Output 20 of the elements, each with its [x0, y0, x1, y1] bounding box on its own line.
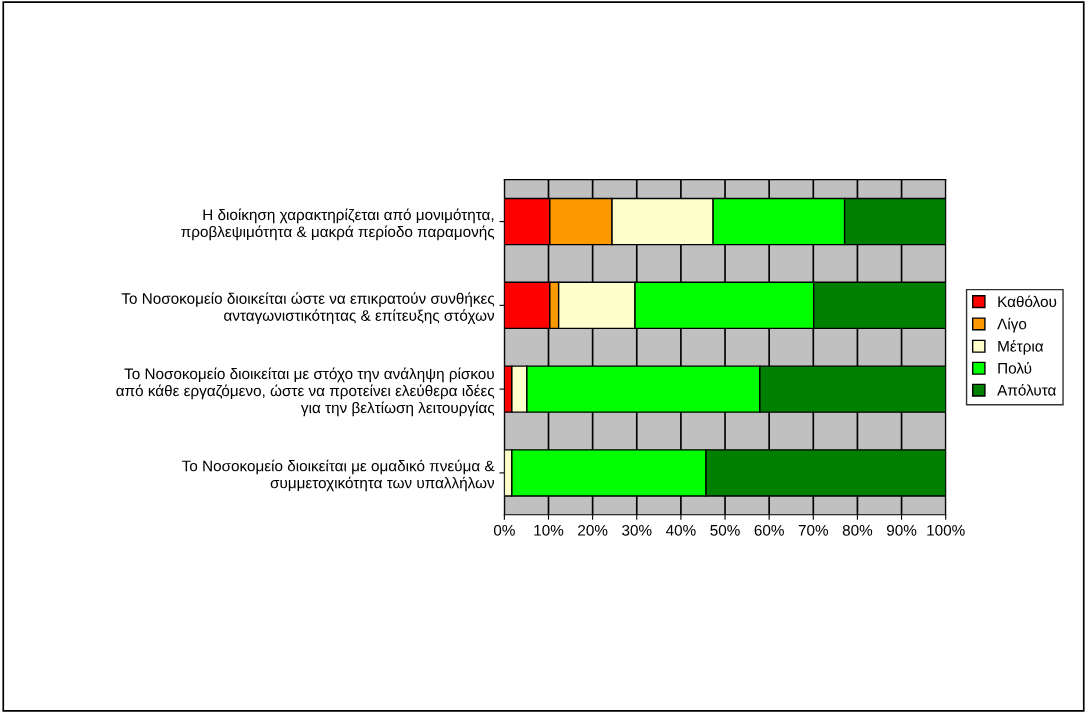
y-tick-label: Το Νοσοκομείο διοικείται ώστε να επικρατούν συνθήκες ανταγωνιστικότητας & επίτευξης στόχων [121, 292, 495, 324]
legend-label: Απόλυτα [997, 383, 1056, 396]
x-tick-label: 90% [886, 524, 917, 536]
x-tick-label: 0% [493, 524, 515, 536]
x-tick-label: 40% [665, 524, 696, 536]
legend-label: Πολύ [998, 362, 1032, 374]
x-tick-label: 70% [798, 524, 829, 536]
legend-label: Λίγο [997, 317, 1027, 333]
y-tick-label: Το Νοσοκομείο διοικείται με ομαδικό πνεύμα & συμμετοχικότητα των υπαλλήλων [182, 459, 495, 492]
x-tick-label: 60% [754, 524, 784, 536]
y-tick-label: Το Νοσοκομείο διοικείται με στόχο την ανάληψη ρίσκου από κάθε εργαζόμενο, ώστε να προτείνει ελεύθερα ιδέες για την βελτίωση λειτουργίας [116, 367, 495, 417]
x-tick-label: 20% [578, 524, 608, 536]
x-tick-label: 80% [842, 524, 873, 536]
x-tick-label: 50% [710, 524, 740, 536]
x-tick-label: 10% [534, 524, 564, 536]
x-tick-label: 100% [927, 524, 965, 536]
y-tick-label: Η διοίκηση χαρακτηρίζεται από μονιμότητα, προβλεψιμότητα & μακρά περίοδο παραμονής [181, 208, 495, 241]
x-tick-label: 30% [622, 524, 652, 536]
legend-label: Μέτρια [998, 340, 1044, 355]
legend-label: Καθόλου [998, 295, 1057, 308]
